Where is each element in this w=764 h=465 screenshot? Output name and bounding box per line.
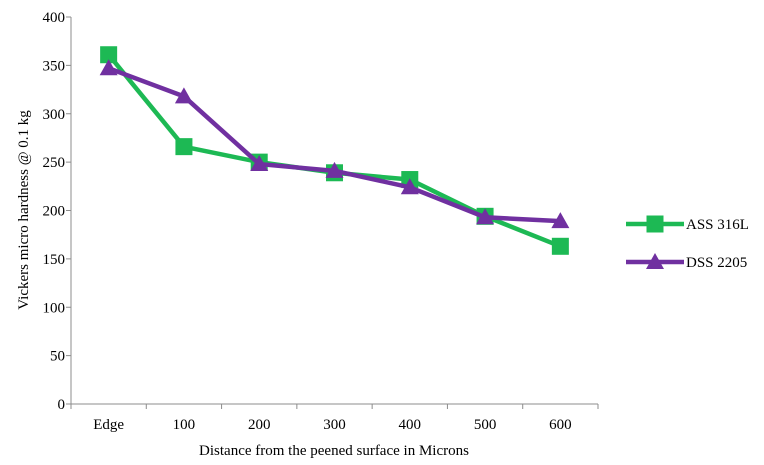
data-point [552, 238, 569, 255]
x-tick-label: 400 [399, 417, 422, 433]
x-tick-label: 500 [474, 417, 497, 433]
x-tick-label: 200 [248, 417, 271, 433]
y-tick-label: 150 [43, 252, 66, 268]
y-tick-label: 200 [43, 204, 66, 220]
series-1 [100, 46, 569, 255]
legend: ASS 316L DSS 2205 [626, 216, 749, 272]
y-tick-label: 300 [43, 107, 66, 123]
y-tick-label: 50 [50, 349, 65, 365]
legend-label: ASS 316L [686, 217, 749, 233]
x-tick-label: 100 [173, 417, 196, 433]
y-tick-label: 250 [43, 155, 66, 171]
y-tick-label: 350 [43, 58, 66, 74]
x-tick-label: 600 [549, 417, 572, 433]
x-tick-label: Edge [93, 417, 124, 433]
legend-item: DSS 2205 [626, 253, 747, 271]
x-axis-ticks: Edge 100 200 300 400 500 600 [71, 404, 598, 433]
y-axis-title: Vickers micro hardness @ 0.1 kg [16, 110, 32, 310]
legend-item: ASS 316L [626, 216, 749, 234]
x-tick-label: 300 [323, 417, 346, 433]
series-2 [100, 59, 570, 228]
axes [71, 17, 598, 404]
data-point [175, 138, 192, 155]
y-axis-ticks: 0 50 100 150 200 250 300 350 400 [43, 10, 72, 413]
y-tick-label: 100 [43, 300, 66, 316]
legend-swatch-marker [647, 216, 664, 233]
series-layer [100, 46, 570, 255]
y-tick-label: 0 [58, 397, 66, 413]
y-tick-label: 400 [43, 10, 66, 26]
legend-label: DSS 2205 [686, 255, 747, 271]
x-axis-title: Distance from the peened surface in Micr… [199, 443, 469, 459]
